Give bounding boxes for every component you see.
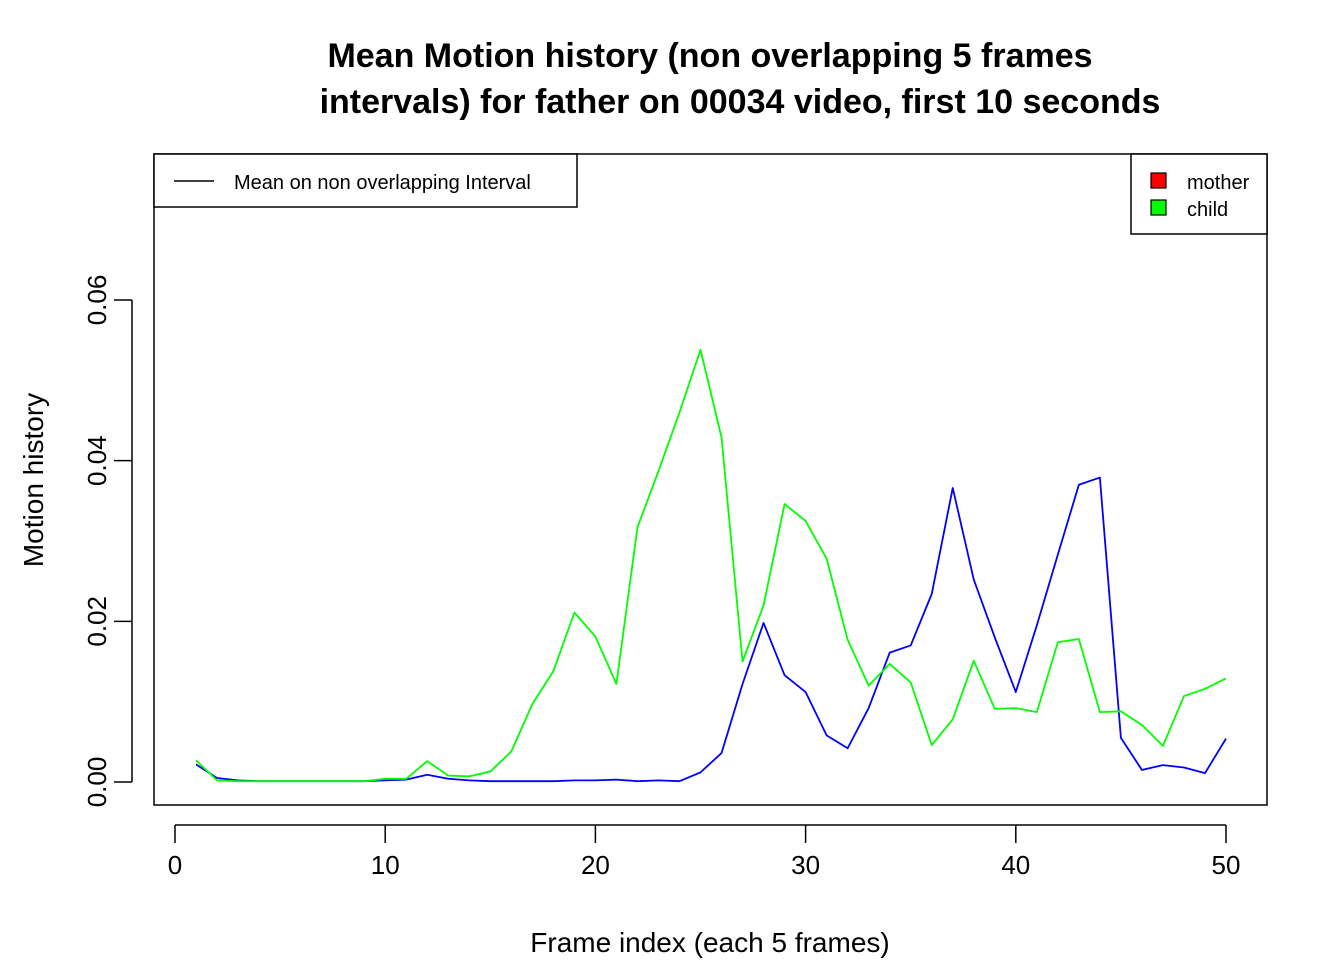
series-layer — [195, 348, 1227, 783]
x-axis: 0 10 20 30 40 50 — [168, 824, 1241, 880]
legend-label-mother: mother — [1187, 172, 1250, 194]
legend-swatch-child — [1150, 199, 1167, 216]
chart-title-line-2: intervals) for father on 00034 video, fi… — [320, 83, 1161, 121]
y-axis: 0.00 0.02 0.04 0.06 — [82, 275, 133, 808]
legend-swatch-mother — [1150, 172, 1167, 189]
x-tick-label: 0 — [168, 850, 182, 880]
legend-right: mother child — [1130, 153, 1268, 235]
y-tick-label: 0.04 — [82, 435, 112, 486]
x-tick-label: 50 — [1212, 850, 1241, 880]
legend-left-box — [153, 153, 578, 208]
x-tick-label: 40 — [1001, 850, 1030, 880]
y-tick-label: 0.06 — [82, 275, 112, 326]
legend-left-label: Mean on non overlapping Interval — [234, 172, 531, 194]
y-axis-label: Motion history — [18, 393, 49, 567]
x-tick-label: 30 — [791, 850, 820, 880]
series-line-blue — [195, 476, 1227, 783]
chart-title-line-1: Mean Motion history (non overlapping 5 f… — [327, 37, 1092, 75]
x-tick-label: 20 — [581, 850, 610, 880]
legend-label-child: child — [1187, 199, 1228, 221]
y-tick-label: 0.02 — [82, 596, 112, 647]
y-tick-label: 0.00 — [82, 757, 112, 808]
series-line-green — [195, 348, 1227, 783]
x-axis-label: Frame index (each 5 frames) — [530, 927, 889, 958]
x-tick-label: 10 — [371, 850, 400, 880]
legend-right-box — [1130, 153, 1268, 235]
legend-left: Mean on non overlapping Interval — [153, 153, 578, 208]
plot-frame — [153, 153, 1268, 806]
